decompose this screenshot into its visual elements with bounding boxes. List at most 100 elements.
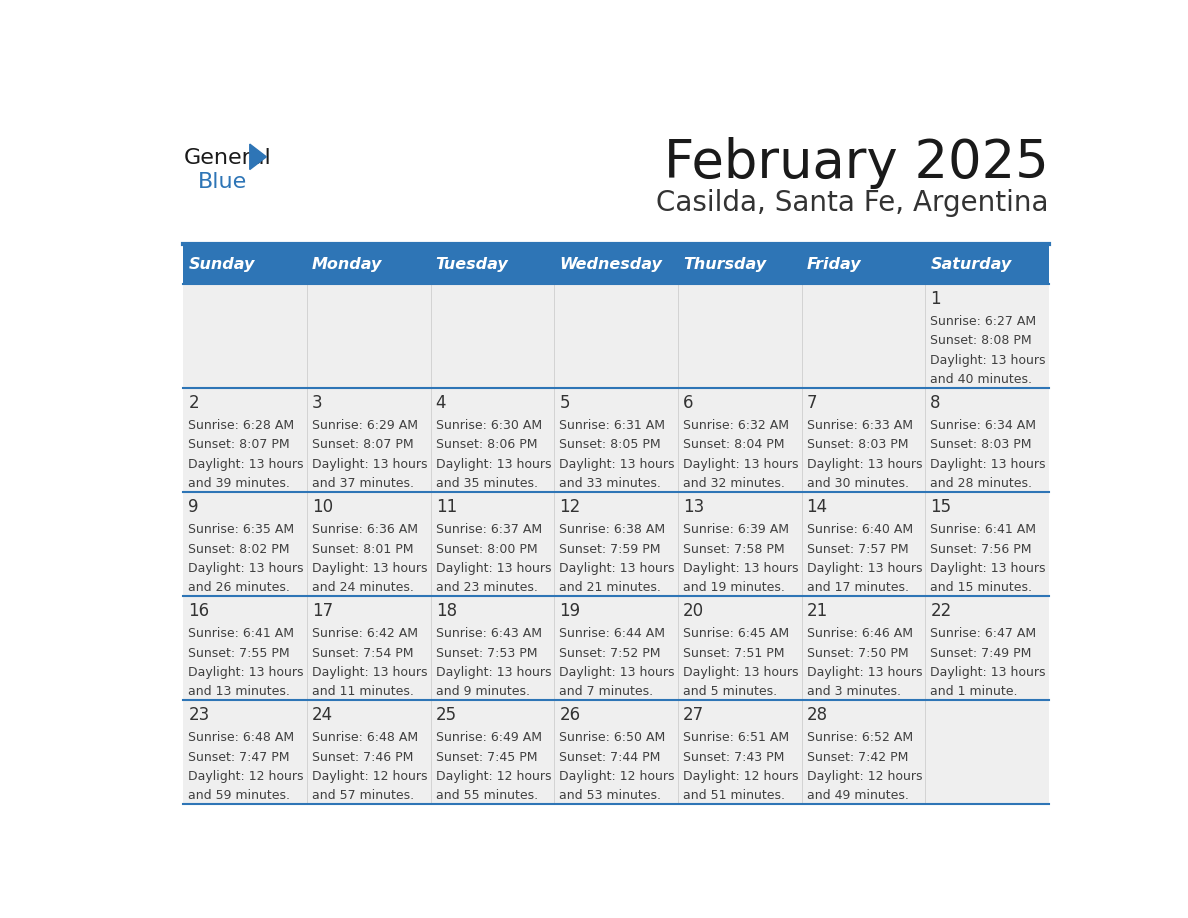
Text: Daylight: 12 hours: Daylight: 12 hours [807, 770, 922, 783]
Text: Sunset: 8:07 PM: Sunset: 8:07 PM [189, 439, 290, 452]
Text: 17: 17 [312, 602, 333, 621]
FancyBboxPatch shape [555, 596, 678, 700]
FancyBboxPatch shape [802, 596, 925, 700]
Text: and 30 minutes.: and 30 minutes. [807, 477, 909, 490]
Text: Friday: Friday [807, 257, 861, 273]
Text: Sunrise: 6:32 AM: Sunrise: 6:32 AM [683, 420, 789, 432]
FancyBboxPatch shape [678, 246, 802, 284]
Polygon shape [249, 144, 266, 170]
Text: 15: 15 [930, 498, 952, 516]
Text: Daylight: 13 hours: Daylight: 13 hours [560, 666, 675, 678]
FancyBboxPatch shape [183, 700, 308, 804]
Text: Sunset: 8:01 PM: Sunset: 8:01 PM [312, 543, 413, 555]
Text: Sunrise: 6:29 AM: Sunrise: 6:29 AM [312, 420, 418, 432]
Text: Sunset: 7:46 PM: Sunset: 7:46 PM [312, 751, 413, 764]
Text: 26: 26 [560, 707, 581, 724]
FancyBboxPatch shape [555, 246, 678, 284]
Text: and 15 minutes.: and 15 minutes. [930, 581, 1032, 594]
Text: Daylight: 13 hours: Daylight: 13 hours [683, 458, 798, 471]
Text: and 40 minutes.: and 40 minutes. [930, 373, 1032, 386]
Text: and 57 minutes.: and 57 minutes. [312, 789, 415, 802]
Text: and 53 minutes.: and 53 minutes. [560, 789, 662, 802]
Text: and 51 minutes.: and 51 minutes. [683, 789, 785, 802]
Text: Sunset: 7:52 PM: Sunset: 7:52 PM [560, 646, 661, 660]
Text: Sunrise: 6:37 AM: Sunrise: 6:37 AM [436, 523, 542, 536]
Text: and 55 minutes.: and 55 minutes. [436, 789, 538, 802]
Text: 16: 16 [189, 602, 209, 621]
Text: Sunset: 8:03 PM: Sunset: 8:03 PM [930, 439, 1031, 452]
Text: Sunrise: 6:31 AM: Sunrise: 6:31 AM [560, 420, 665, 432]
Text: Daylight: 13 hours: Daylight: 13 hours [312, 562, 428, 575]
Text: and 26 minutes.: and 26 minutes. [189, 581, 290, 594]
Text: Daylight: 13 hours: Daylight: 13 hours [189, 458, 304, 471]
Text: 4: 4 [436, 394, 447, 412]
Text: Daylight: 13 hours: Daylight: 13 hours [930, 562, 1045, 575]
FancyBboxPatch shape [678, 596, 802, 700]
FancyBboxPatch shape [555, 388, 678, 492]
Text: Sunrise: 6:48 AM: Sunrise: 6:48 AM [312, 732, 418, 744]
Text: Sunrise: 6:50 AM: Sunrise: 6:50 AM [560, 732, 665, 744]
Text: General: General [183, 148, 271, 168]
Text: Daylight: 13 hours: Daylight: 13 hours [312, 666, 428, 678]
Text: Sunset: 7:56 PM: Sunset: 7:56 PM [930, 543, 1031, 555]
Text: Sunrise: 6:41 AM: Sunrise: 6:41 AM [189, 627, 295, 641]
Text: 18: 18 [436, 602, 457, 621]
Text: Daylight: 13 hours: Daylight: 13 hours [560, 458, 675, 471]
FancyBboxPatch shape [183, 284, 308, 388]
Text: Daylight: 13 hours: Daylight: 13 hours [930, 458, 1045, 471]
Text: Sunset: 7:51 PM: Sunset: 7:51 PM [683, 646, 784, 660]
Text: 8: 8 [930, 394, 941, 412]
Text: and 1 minute.: and 1 minute. [930, 685, 1018, 698]
Text: and 17 minutes.: and 17 minutes. [807, 581, 909, 594]
Text: 10: 10 [312, 498, 333, 516]
Text: 24: 24 [312, 707, 333, 724]
Text: 28: 28 [807, 707, 828, 724]
Text: and 39 minutes.: and 39 minutes. [189, 477, 290, 490]
Text: 27: 27 [683, 707, 704, 724]
Text: Monday: Monday [312, 257, 383, 273]
FancyBboxPatch shape [802, 388, 925, 492]
Text: Sunrise: 6:43 AM: Sunrise: 6:43 AM [436, 627, 542, 641]
Text: 11: 11 [436, 498, 457, 516]
Text: Sunrise: 6:38 AM: Sunrise: 6:38 AM [560, 523, 665, 536]
Text: 19: 19 [560, 602, 581, 621]
Text: Sunset: 8:00 PM: Sunset: 8:00 PM [436, 543, 537, 555]
FancyBboxPatch shape [802, 700, 925, 804]
Text: Sunset: 7:42 PM: Sunset: 7:42 PM [807, 751, 908, 764]
Text: and 37 minutes.: and 37 minutes. [312, 477, 415, 490]
Text: February 2025: February 2025 [664, 137, 1049, 189]
Text: Daylight: 13 hours: Daylight: 13 hours [436, 666, 551, 678]
Text: and 13 minutes.: and 13 minutes. [189, 685, 290, 698]
Text: Sunset: 7:43 PM: Sunset: 7:43 PM [683, 751, 784, 764]
Text: Daylight: 13 hours: Daylight: 13 hours [189, 666, 304, 678]
FancyBboxPatch shape [925, 284, 1049, 388]
FancyBboxPatch shape [925, 492, 1049, 596]
Text: Sunrise: 6:41 AM: Sunrise: 6:41 AM [930, 523, 1036, 536]
Text: Sunset: 7:53 PM: Sunset: 7:53 PM [436, 646, 537, 660]
Text: Tuesday: Tuesday [436, 257, 508, 273]
Text: Daylight: 13 hours: Daylight: 13 hours [436, 458, 551, 471]
FancyBboxPatch shape [308, 388, 431, 492]
Text: Saturday: Saturday [930, 257, 1011, 273]
FancyBboxPatch shape [183, 596, 308, 700]
Text: Daylight: 12 hours: Daylight: 12 hours [683, 770, 798, 783]
Text: and 49 minutes.: and 49 minutes. [807, 789, 909, 802]
FancyBboxPatch shape [431, 596, 555, 700]
Text: and 32 minutes.: and 32 minutes. [683, 477, 785, 490]
FancyBboxPatch shape [183, 492, 308, 596]
FancyBboxPatch shape [555, 492, 678, 596]
Text: Daylight: 13 hours: Daylight: 13 hours [683, 666, 798, 678]
Text: Daylight: 13 hours: Daylight: 13 hours [930, 353, 1045, 366]
Text: Daylight: 12 hours: Daylight: 12 hours [189, 770, 304, 783]
Text: 21: 21 [807, 602, 828, 621]
Text: Wednesday: Wednesday [560, 257, 662, 273]
Text: 23: 23 [189, 707, 210, 724]
Text: 2: 2 [189, 394, 200, 412]
Text: Daylight: 12 hours: Daylight: 12 hours [436, 770, 551, 783]
FancyBboxPatch shape [802, 284, 925, 388]
Text: Sunrise: 6:46 AM: Sunrise: 6:46 AM [807, 627, 912, 641]
Text: Sunrise: 6:44 AM: Sunrise: 6:44 AM [560, 627, 665, 641]
Text: and 3 minutes.: and 3 minutes. [807, 685, 901, 698]
Text: Sunset: 8:03 PM: Sunset: 8:03 PM [807, 439, 908, 452]
Text: Sunset: 8:08 PM: Sunset: 8:08 PM [930, 334, 1032, 347]
